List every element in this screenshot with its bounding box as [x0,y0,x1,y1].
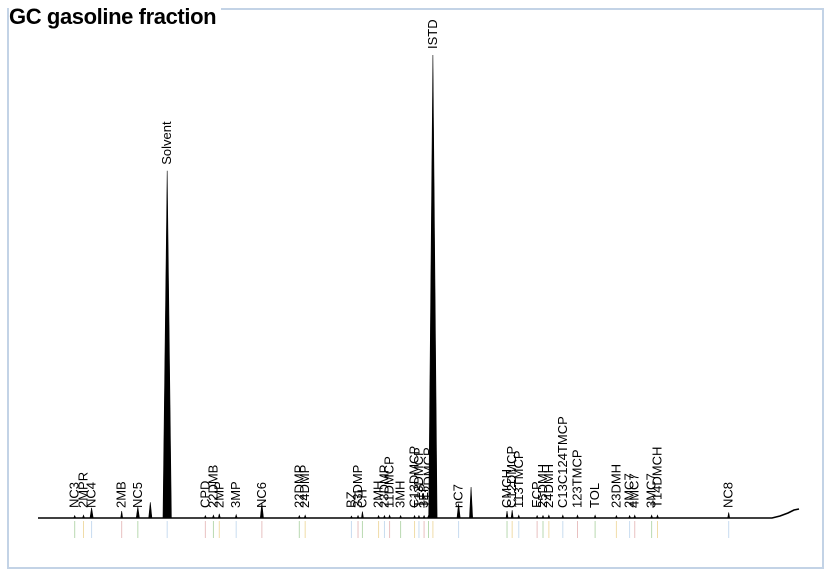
peak-label: C13C124TMCP [555,416,570,508]
peak-label: 2MH [371,481,386,508]
peak-label: 2MC7 [622,473,637,508]
peak-label: 3MC7 [644,473,659,508]
peak-label: nC7 [451,484,466,508]
peak-label: 3MH [393,481,408,508]
peak-label: 22DMB [205,465,220,508]
peak-label: 2MP [211,481,226,508]
chart-title: GC gasoline fraction [9,4,222,30]
peak-label: NC4 [84,482,99,508]
peak-label: 4MC7 [627,473,642,508]
peak-label: 24DMH [541,464,556,508]
peak-label: 33DMP [350,465,365,508]
peak-label: 11DMCP [382,456,397,508]
peak-label: CH [354,489,369,508]
chromatogram-peak [505,511,509,519]
peak-label: ISTD [425,19,440,49]
peak-label: NC5 [130,482,145,508]
peak-label: 22DMP [291,465,306,508]
peak-label: 3EP [416,483,431,508]
chromatogram-peak [361,511,364,519]
peak-label: 24DMP [297,465,312,508]
peak-label: Solvent [159,121,174,165]
peak-label: 23DMP [376,465,391,508]
chromatogram-peak [469,486,473,519]
peak-label: T12DMCP [420,447,435,508]
peak-label: 25DMH [535,464,550,508]
peak-label: 113TMCP [511,450,526,508]
peak-label: CPD [197,481,212,508]
peak-label: BZ [343,491,358,508]
peak-label: T14DMCH [649,447,664,508]
peak-label: C13DMCP [407,446,422,508]
peak-label: NC6 [254,482,269,508]
peak-label: TOL [587,483,602,508]
chromatogram-peak [727,512,731,519]
chromatogram-peak [162,170,172,519]
peak-label: 2MPR [76,472,91,508]
peak-label: T13DMCP [411,447,426,508]
chromatogram-baseline [38,508,800,519]
chromatogram-peak [89,507,94,519]
peak-label: NC8 [721,482,736,508]
peak-label: 2MB [114,481,129,508]
peak-marker-ticks [74,521,730,538]
chromatogram-peak [120,511,124,519]
peak-label: NC3 [67,482,82,508]
peak-label: C12DMCP [504,446,519,508]
chromatogram-peak [510,510,514,519]
peak-label: CMCH [499,469,514,508]
chromatogram-peak [148,502,153,519]
peak-label: 123TMCP [569,449,584,508]
peak-label: ECP [529,481,544,508]
peak-label: 3MP [228,481,243,508]
chart-frame: GC gasoline fraction [7,4,824,569]
peak-label: 23DMH [608,464,623,508]
